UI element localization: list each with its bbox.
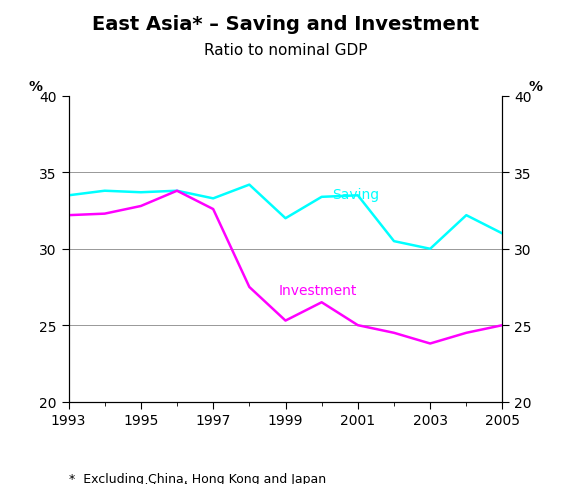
Text: %: % [528, 80, 542, 94]
Text: Source: World Bank: Source: World Bank [69, 482, 191, 484]
Text: %: % [29, 80, 43, 94]
Title: Ratio to nominal GDP: Ratio to nominal GDP [204, 43, 367, 58]
Text: Saving: Saving [332, 187, 380, 201]
Text: East Asia* – Saving and Investment: East Asia* – Saving and Investment [92, 15, 479, 33]
Text: Investment: Investment [278, 284, 357, 297]
Text: *  Excluding China, Hong Kong and Japan: * Excluding China, Hong Kong and Japan [69, 472, 325, 484]
